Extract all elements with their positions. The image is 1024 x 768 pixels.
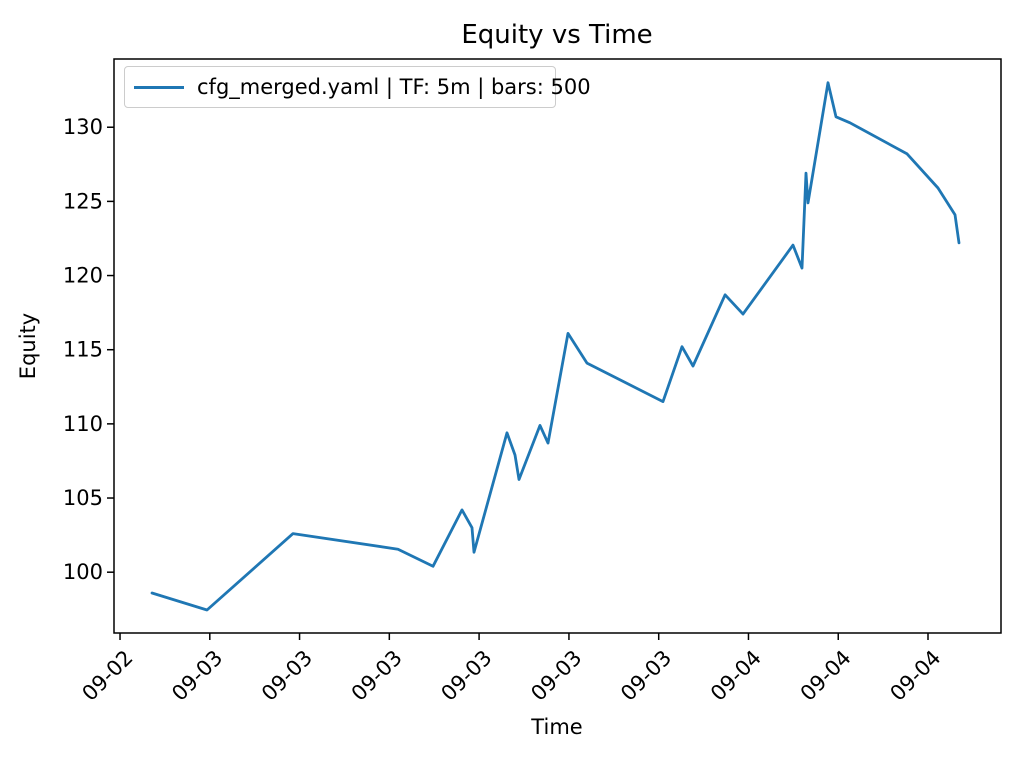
y-tick-label: 115 <box>63 338 103 362</box>
plot-frame <box>113 58 1002 634</box>
x-tick-label: 09-03 <box>526 646 586 706</box>
y-tick-label: 100 <box>63 560 103 584</box>
chart-title: Equity vs Time <box>461 20 653 50</box>
x-tick-label: 09-04 <box>796 646 856 706</box>
x-axis-label: Time <box>531 715 583 739</box>
y-tick-label: 110 <box>63 412 103 436</box>
x-tick-label: 09-04 <box>885 646 945 706</box>
x-tick-label: 09-03 <box>347 646 407 706</box>
equity-line <box>150 81 961 612</box>
legend-line-swatch <box>134 85 184 89</box>
x-tick-label: 09-03 <box>616 646 676 706</box>
x-tick-label: 09-03 <box>436 646 496 706</box>
y-axis-label: Equity <box>16 312 40 380</box>
x-tick-label: 09-03 <box>167 646 227 706</box>
x-tick-label: 09-02 <box>77 646 137 706</box>
y-tick-label: 105 <box>63 486 103 510</box>
x-tick-label: 09-04 <box>706 646 766 706</box>
y-tick-label: 120 <box>63 264 103 288</box>
y-tick-label: 125 <box>63 189 103 213</box>
x-tick-label: 09-03 <box>257 646 317 706</box>
legend: cfg_merged.yaml | TF: 5m | bars: 500 <box>124 66 591 108</box>
legend-label: cfg_merged.yaml | TF: 5m | bars: 500 <box>197 75 591 99</box>
y-tick-label: 130 <box>63 115 103 139</box>
